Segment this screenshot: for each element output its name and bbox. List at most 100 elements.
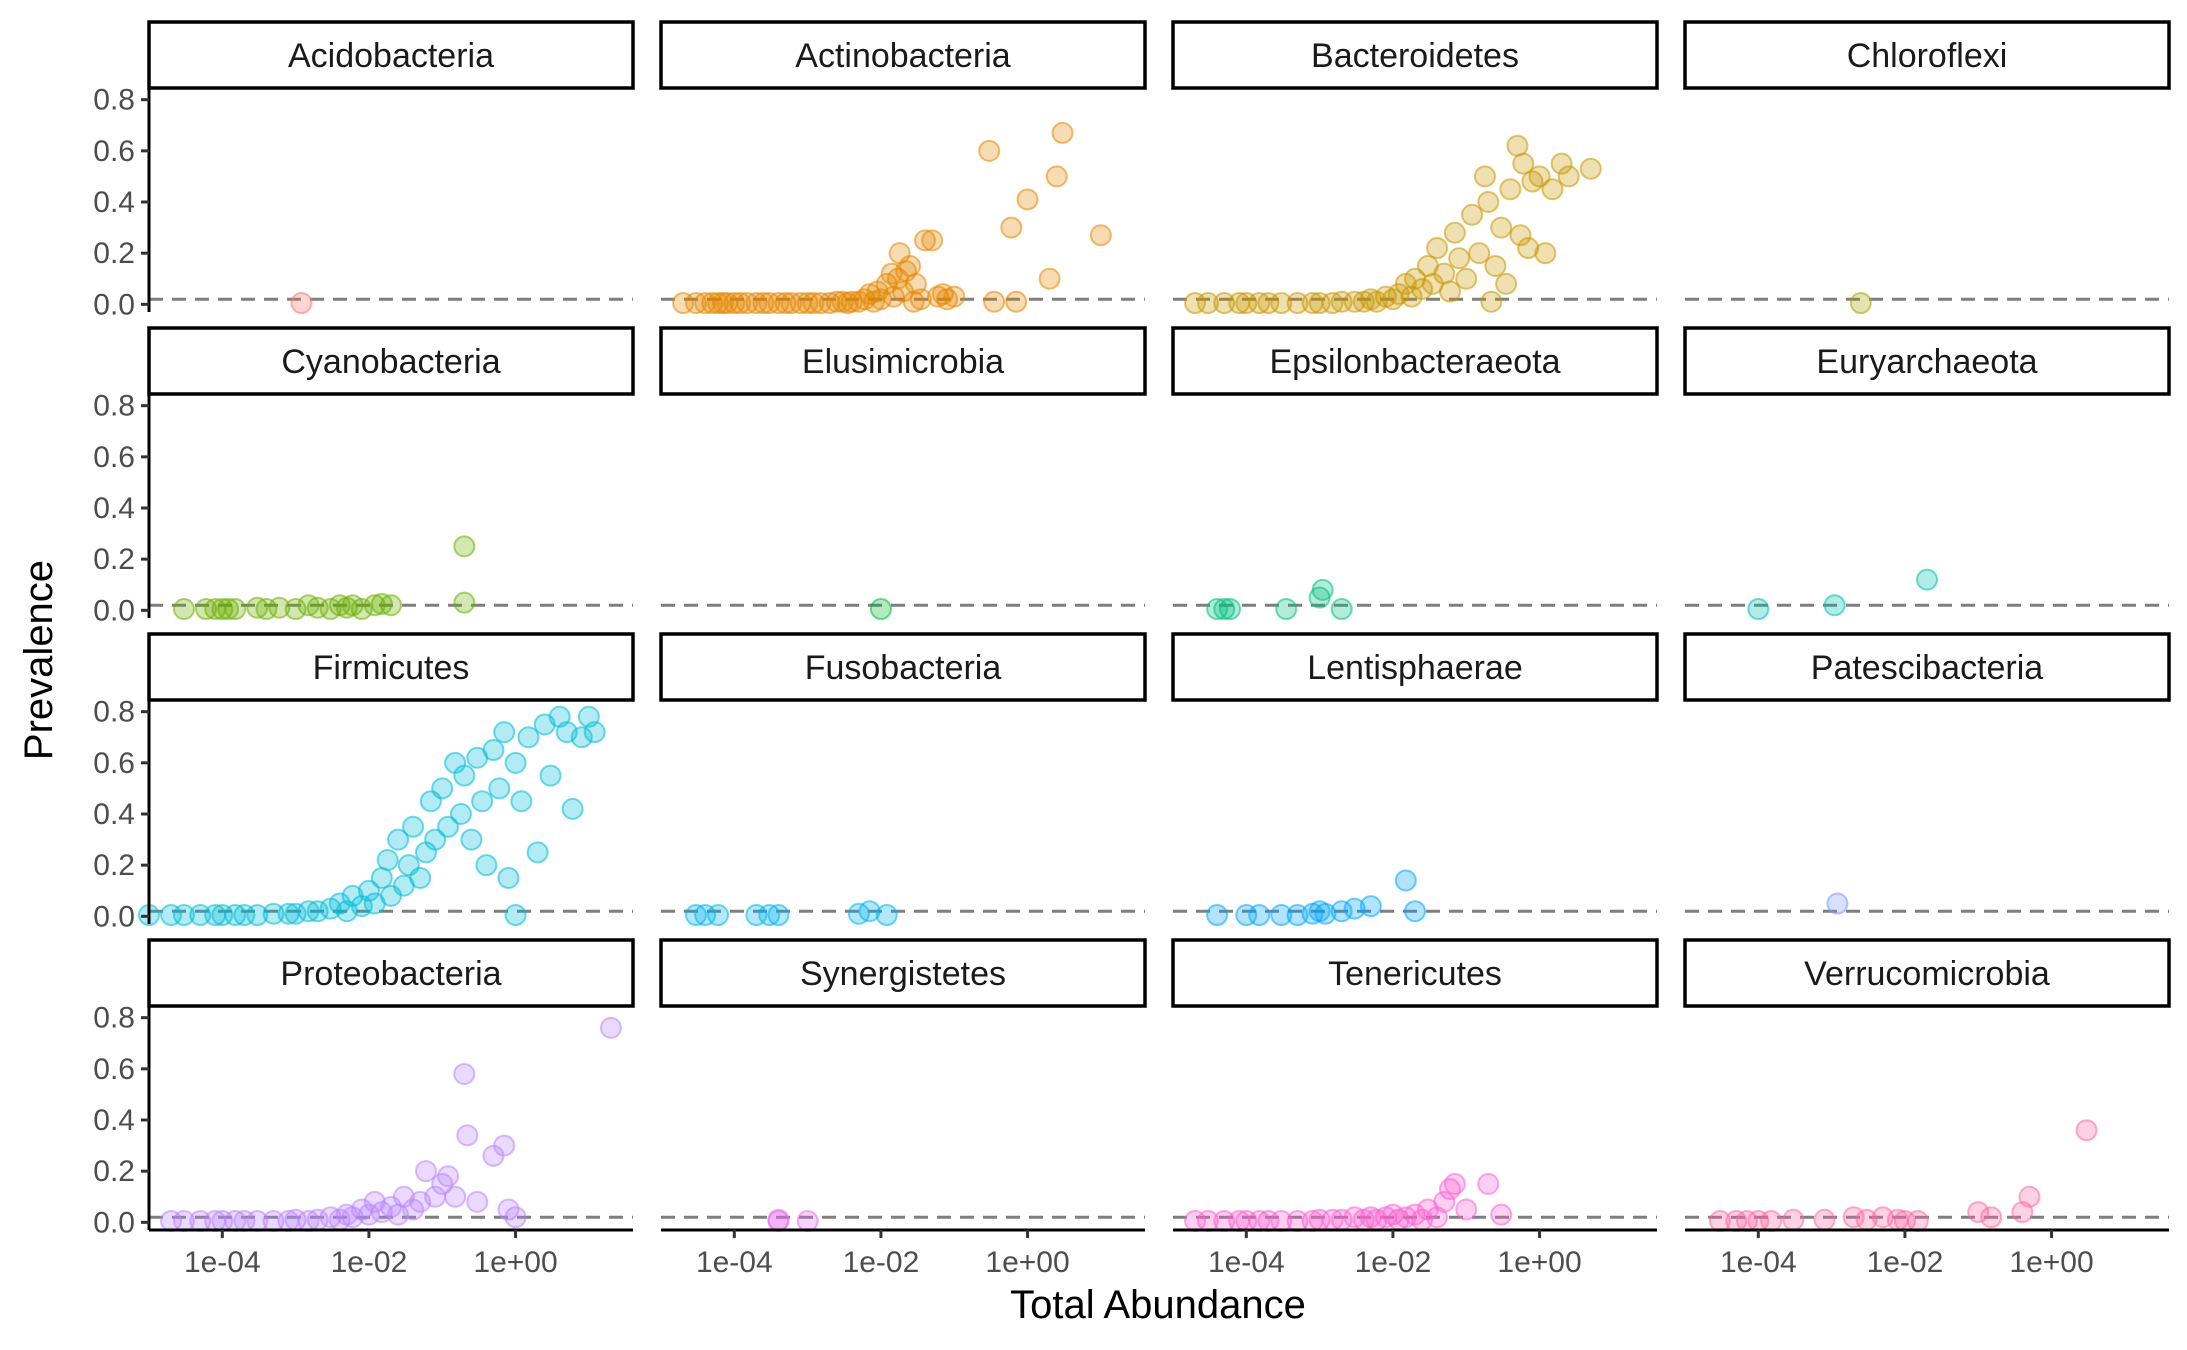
x-tick-label: 1e-04 bbox=[1208, 1246, 1285, 1279]
x-tick-label: 1e-04 bbox=[1720, 1246, 1797, 1279]
y-tick-label: 0.0 bbox=[93, 288, 135, 321]
data-point bbox=[1404, 900, 1426, 923]
data-point bbox=[1495, 272, 1518, 295]
data-point bbox=[1270, 292, 1293, 315]
data-point bbox=[1477, 1172, 1500, 1195]
data-point bbox=[504, 904, 527, 927]
data-point bbox=[268, 596, 291, 619]
data-point bbox=[1747, 598, 1770, 621]
data-point bbox=[460, 828, 483, 851]
facet-panel: Acidobacteria 0.0 0.2 0.4 0.6 0.8 bbox=[93, 20, 635, 321]
data-point bbox=[284, 598, 307, 621]
data-point bbox=[424, 828, 447, 851]
data-point bbox=[431, 777, 454, 800]
data-point bbox=[1468, 242, 1491, 265]
facet-panel: Verrucomicrobia 1e-04 1e-02 1e+00 bbox=[1683, 938, 2171, 1279]
data-point bbox=[387, 828, 410, 851]
data-point bbox=[1433, 1190, 1456, 1213]
data-point bbox=[1016, 188, 1039, 211]
data-point bbox=[570, 726, 593, 749]
y-tick-label: 0.8 bbox=[93, 84, 135, 117]
facet-strip bbox=[147, 20, 635, 90]
data-point bbox=[488, 777, 511, 800]
data-point bbox=[380, 594, 402, 617]
data-point bbox=[224, 598, 247, 621]
data-point bbox=[1849, 292, 1872, 315]
data-point bbox=[453, 591, 476, 614]
data-point bbox=[1443, 1172, 1466, 1195]
facet-panel: Fusobacteria bbox=[659, 632, 1147, 927]
facet-panel: Synergistetes 1e-04 1e-02 1e+00 bbox=[659, 938, 1147, 1279]
y-tick-label: 0.8 bbox=[93, 390, 135, 423]
data-point bbox=[774, 292, 797, 315]
data-point bbox=[363, 594, 386, 617]
facet-strip bbox=[659, 938, 1147, 1008]
data-point bbox=[1038, 267, 1061, 290]
data-point bbox=[444, 1185, 467, 1208]
data-point bbox=[983, 290, 1006, 313]
y-tick-label: 0.4 bbox=[93, 798, 135, 831]
x-tick-label: 1e-02 bbox=[331, 1246, 408, 1279]
data-point bbox=[561, 797, 584, 820]
data-point bbox=[189, 904, 212, 927]
data-point bbox=[729, 292, 752, 315]
data-point bbox=[1455, 1198, 1478, 1221]
facet-strip-label: Lentisphaerae bbox=[1307, 649, 1523, 687]
data-point bbox=[875, 904, 898, 927]
x-tick-label: 1e-02 bbox=[843, 1246, 920, 1279]
x-tick-label: 1e+00 bbox=[2009, 1246, 2093, 1279]
y-tick-label: 0.0 bbox=[93, 1206, 135, 1239]
data-point bbox=[752, 292, 775, 315]
data-point bbox=[1311, 578, 1334, 601]
data-point bbox=[1000, 216, 1023, 239]
facet-panel: Lentisphaerae bbox=[1171, 632, 1659, 927]
data-point bbox=[1438, 280, 1461, 303]
data-point bbox=[767, 1208, 790, 1231]
facet-panel: Chloroflexi bbox=[1683, 20, 2171, 315]
data-point bbox=[1448, 247, 1471, 270]
data-point bbox=[1461, 203, 1484, 226]
facet-strip-label: Elusimicrobia bbox=[802, 343, 1004, 381]
facet-strip bbox=[147, 938, 635, 1008]
facet-panel: Cyanobacteria 0.0 0.2 0.4 0.6 0.8 bbox=[93, 326, 635, 627]
facet-strip-label: Tenericutes bbox=[1328, 955, 1502, 993]
data-point bbox=[376, 849, 399, 872]
facet-strip-label: Actinobacteria bbox=[795, 37, 1011, 75]
data-point bbox=[1394, 869, 1417, 892]
facet-strip bbox=[1683, 632, 2171, 702]
data-point bbox=[1557, 165, 1580, 188]
data-point bbox=[599, 1016, 622, 1039]
data-point bbox=[1343, 897, 1366, 920]
data-point bbox=[172, 904, 195, 927]
facet-panel: Patescibacteria bbox=[1683, 632, 2171, 915]
data-point bbox=[414, 1160, 437, 1183]
x-tick-label: 1e-04 bbox=[184, 1246, 261, 1279]
facet-strip bbox=[659, 632, 1147, 702]
data-point bbox=[1314, 902, 1337, 925]
data-point bbox=[453, 764, 476, 787]
facet-strip bbox=[659, 20, 1147, 90]
y-tick-label: 0.2 bbox=[93, 237, 135, 270]
data-point bbox=[290, 292, 313, 315]
data-point bbox=[1089, 224, 1112, 247]
data-point bbox=[504, 1206, 527, 1229]
x-tick-label: 1e+00 bbox=[985, 1246, 1069, 1279]
data-point bbox=[2075, 1119, 2098, 1142]
data-point bbox=[1275, 598, 1298, 621]
data-point bbox=[357, 879, 380, 902]
data-point bbox=[1517, 237, 1540, 260]
facet-strip bbox=[147, 632, 635, 702]
data-point bbox=[517, 726, 540, 749]
data-point bbox=[1541, 178, 1564, 201]
data-point bbox=[1512, 152, 1535, 175]
data-point bbox=[1426, 237, 1449, 260]
data-point bbox=[1213, 292, 1236, 315]
facet-strip bbox=[1683, 20, 2171, 90]
x-tick-label: 1e-02 bbox=[1867, 1246, 1944, 1279]
data-point bbox=[1480, 290, 1503, 313]
data-point bbox=[1823, 594, 1846, 617]
data-point bbox=[1051, 121, 1074, 144]
facet-strip bbox=[659, 326, 1147, 396]
facet-strip bbox=[1171, 20, 1659, 90]
